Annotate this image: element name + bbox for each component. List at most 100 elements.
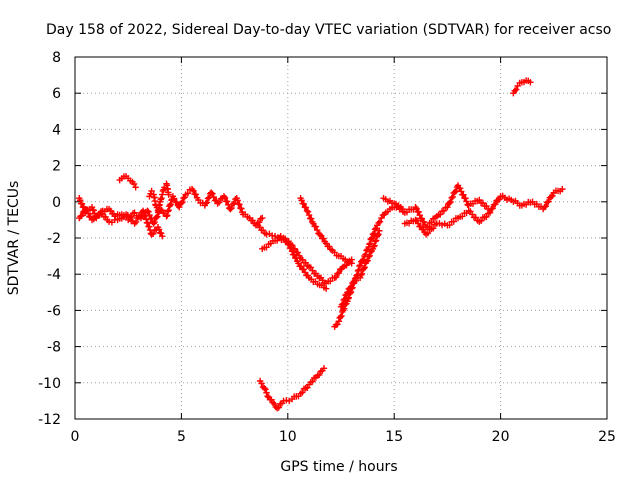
data-point xyxy=(304,208,312,215)
data-point xyxy=(157,196,165,203)
data-point xyxy=(368,235,375,242)
data-point xyxy=(357,271,365,279)
data-point xyxy=(440,207,448,215)
series-evening-lower xyxy=(401,207,494,238)
x-tick-label: 25 xyxy=(598,429,616,445)
data-point xyxy=(322,285,330,292)
data-point xyxy=(456,185,464,192)
data-point xyxy=(230,199,238,207)
data-point xyxy=(430,225,437,232)
grid xyxy=(75,57,607,419)
data-point xyxy=(298,197,305,204)
data-point xyxy=(356,262,363,270)
data-point xyxy=(302,204,310,211)
x-tick-label: 20 xyxy=(492,429,510,445)
data-point xyxy=(348,283,355,291)
data-point xyxy=(207,189,215,196)
data-point xyxy=(320,365,328,372)
data-point xyxy=(447,198,454,206)
data-point xyxy=(84,210,92,217)
data-point xyxy=(210,193,217,201)
x-axis-label: GPS time / hours xyxy=(280,459,397,475)
data-point xyxy=(268,396,275,403)
y-tick-label: 6 xyxy=(52,86,61,102)
data-point xyxy=(346,284,354,292)
data-point xyxy=(486,209,494,216)
data-point xyxy=(142,212,149,220)
series-hump-2h xyxy=(116,172,139,191)
data-point xyxy=(413,217,421,224)
data-point xyxy=(303,207,311,215)
data-point xyxy=(300,266,307,273)
data-point xyxy=(369,231,377,238)
data-point xyxy=(339,300,347,308)
y-tick-label: 8 xyxy=(52,50,61,66)
data-point xyxy=(159,187,167,195)
data-point xyxy=(275,404,282,411)
data-point xyxy=(420,226,427,233)
data-point xyxy=(513,86,520,93)
data-point xyxy=(450,218,457,225)
x-tick-label: 15 xyxy=(385,429,403,445)
series-secondary-dip xyxy=(259,234,330,292)
data-point xyxy=(545,198,552,205)
series-afternoon-dip xyxy=(254,222,355,287)
data-point xyxy=(76,197,84,204)
data-point xyxy=(527,79,534,86)
y-tick-label: -12 xyxy=(38,412,61,428)
data-point xyxy=(293,254,300,262)
data-point xyxy=(271,400,278,408)
data-point xyxy=(372,237,380,244)
data-point xyxy=(284,240,291,247)
y-tick-label: -2 xyxy=(47,231,61,247)
data-point xyxy=(158,194,165,202)
data-point xyxy=(236,201,243,208)
series-negative-arc xyxy=(256,365,328,412)
data-point xyxy=(549,192,556,200)
data-point xyxy=(365,253,372,260)
data-point xyxy=(225,201,232,209)
data-point xyxy=(458,188,465,195)
data-point xyxy=(366,241,373,248)
data-point xyxy=(263,389,270,396)
data-point xyxy=(294,249,301,256)
y-tick-label: 0 xyxy=(52,195,61,211)
data-point xyxy=(150,230,157,237)
data-point xyxy=(320,235,327,242)
data-point xyxy=(159,191,166,198)
data-point xyxy=(140,209,148,216)
data-point xyxy=(489,205,496,212)
data-point xyxy=(343,262,350,269)
data-point xyxy=(312,223,320,230)
x-tick-label: 10 xyxy=(279,429,297,445)
data-point xyxy=(448,194,455,202)
chart-title: Day 158 of 2022, Sidereal Day-to-day VTE… xyxy=(46,22,611,38)
data-point xyxy=(416,211,423,219)
data-point xyxy=(332,274,340,281)
data-point xyxy=(155,226,163,233)
data-point xyxy=(354,267,362,275)
data-point xyxy=(464,201,471,208)
data-point xyxy=(511,87,518,94)
data-point xyxy=(151,218,158,226)
data-point xyxy=(203,199,211,206)
y-tick-label: -4 xyxy=(47,267,61,283)
data-point xyxy=(420,218,428,226)
data-point xyxy=(300,200,307,208)
data-point xyxy=(412,204,419,211)
data-point xyxy=(258,380,265,387)
data-point xyxy=(215,199,223,206)
data-point xyxy=(446,221,453,229)
data-point xyxy=(337,313,344,321)
data-point xyxy=(83,206,91,214)
data-point xyxy=(316,231,323,238)
data-point xyxy=(371,242,378,249)
data-point xyxy=(335,318,343,325)
data-point xyxy=(269,399,277,406)
series-steep-track xyxy=(297,194,355,267)
data-point xyxy=(221,194,229,202)
x-tick-label: 0 xyxy=(71,429,80,445)
data-point xyxy=(428,219,435,226)
data-point xyxy=(238,205,245,212)
